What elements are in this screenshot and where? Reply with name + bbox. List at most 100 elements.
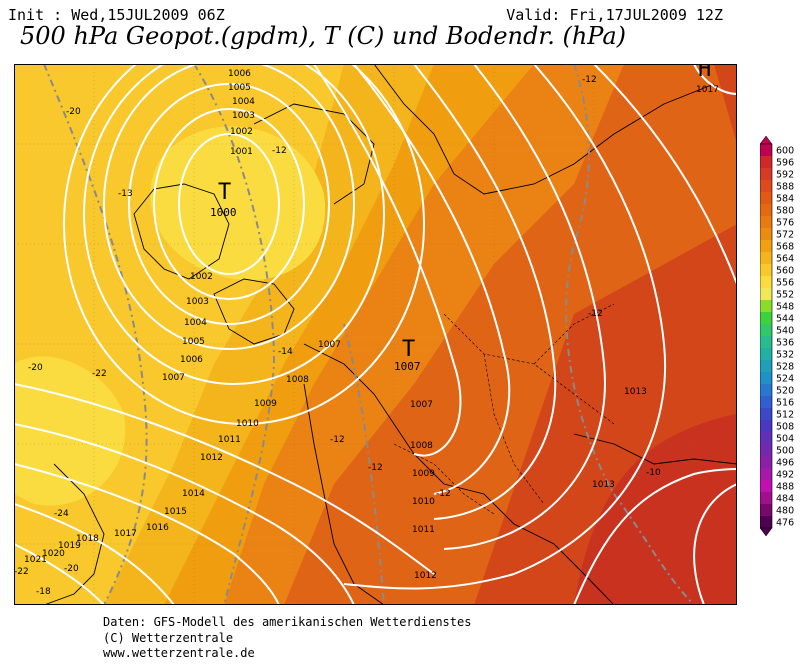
colorbar-swatch <box>760 216 772 229</box>
isotherms <box>43 64 695 605</box>
colorbar-label: 556 <box>776 278 794 289</box>
temperature-label: -24 <box>54 509 69 519</box>
colorbar: 6005965925885845805765725685645605565525… <box>760 136 794 536</box>
colorbar-swatch <box>760 420 772 433</box>
valid-time: Valid: Fri,17JUL2009 12Z <box>506 6 723 24</box>
colorbar-swatch <box>760 312 772 325</box>
colorbar-label: 504 <box>776 434 794 445</box>
colorbar-swatch <box>760 504 772 517</box>
isobar-label: 1006 <box>180 355 203 365</box>
temperature-label: -14 <box>278 347 293 357</box>
colorbar-label: 536 <box>776 338 794 349</box>
colorbar-arrow-bottom <box>760 527 773 536</box>
isobar-label: 1003 <box>232 111 255 121</box>
colorbar-swatch <box>760 516 772 529</box>
colorbar-label: 548 <box>776 302 794 313</box>
isobar-label: 1001 <box>230 147 253 157</box>
isobar-label: 1007 <box>410 400 433 410</box>
map-title: 500 hPa Geopot.(gpdm), T (C) und Bodendr… <box>20 22 627 50</box>
colorbar-swatch <box>760 240 772 253</box>
colorbar-label: 480 <box>776 506 794 517</box>
colorbar-label: 580 <box>776 206 794 217</box>
low-pressure-value: 1000 <box>210 206 237 219</box>
colorbar-label: 588 <box>776 182 794 193</box>
isobar-label: 1011 <box>412 525 435 535</box>
colorbar-swatch <box>760 324 772 337</box>
temperature-label: -12 <box>436 489 451 499</box>
colorbar-label: 592 <box>776 170 794 181</box>
isobar-label: 1010 <box>236 419 259 429</box>
colorbar-swatch <box>760 288 772 301</box>
isobar-label: 1016 <box>146 523 169 533</box>
colorbar-label: 568 <box>776 242 794 253</box>
colorbar-label: 488 <box>776 482 794 493</box>
isobars <box>14 64 737 605</box>
isobar-label: 1019 <box>58 541 81 551</box>
colorbar-label: 484 <box>776 494 794 505</box>
isobar-label: 1002 <box>230 127 253 137</box>
temperature-label: -12 <box>588 309 603 319</box>
colorbar-swatch <box>760 384 772 397</box>
isobar-label: 1018 <box>76 534 99 544</box>
colorbar-label: 564 <box>776 254 794 265</box>
colorbar-swatch <box>760 408 772 421</box>
colorbar-swatch <box>760 192 772 205</box>
isobar-label: 1014 <box>182 489 205 499</box>
colorbar-label: 524 <box>776 374 794 385</box>
isobar-label: 1002 <box>190 272 213 282</box>
isobar-label: 1006 <box>228 69 251 79</box>
colorbar-label: 544 <box>776 314 794 325</box>
band-560-west <box>14 356 126 506</box>
isobar-label: 1012 <box>414 571 437 581</box>
colorbar-swatch <box>760 360 772 373</box>
isobar-label: 1013 <box>624 387 647 397</box>
low-pressure-value: 1007 <box>394 360 421 373</box>
colorbar-swatch <box>760 204 772 217</box>
isobar-label: 1010 <box>412 497 435 507</box>
temperature-label: -12 <box>330 435 345 445</box>
colorbar-swatch <box>760 180 772 193</box>
isobar-label: 1011 <box>218 435 241 445</box>
temperature-label: -20 <box>64 564 79 574</box>
isobar-label: 1012 <box>200 453 223 463</box>
colorbar-label: 520 <box>776 386 794 397</box>
colorbar-swatch <box>760 252 772 265</box>
temperature-label: -10 <box>646 468 661 478</box>
temperature-label: -22 <box>92 369 107 379</box>
colorbar-label: 532 <box>776 350 794 361</box>
colorbar-swatch <box>760 336 772 349</box>
isobar-label: 1017 <box>114 529 137 539</box>
temperature-label: -20 <box>66 107 81 117</box>
isobar-label: 1008 <box>286 375 309 385</box>
colorbar-swatch <box>760 444 772 457</box>
isobar-label: 1009 <box>254 399 277 409</box>
colorbar-swatch <box>760 468 772 481</box>
footer-url[interactable]: www.wetterzentrale.de <box>103 646 255 660</box>
isobar-label: 1003 <box>186 297 209 307</box>
colorbar-swatch <box>760 480 772 493</box>
isobar-label: 1013 <box>592 480 615 490</box>
temperature-label: -13 <box>118 189 133 199</box>
colorbar-swatch <box>760 348 772 361</box>
colorbar-label: 596 <box>776 158 794 169</box>
colorbar-swatch <box>760 396 772 409</box>
isobar-label: 1021 <box>24 555 47 565</box>
isobar-label: 1009 <box>412 469 435 479</box>
footer-source: Daten: GFS-Modell des amerikanischen Wet… <box>103 615 472 629</box>
isobar-label: 1020 <box>42 549 65 559</box>
colorbar-swatch <box>760 228 772 241</box>
colorbar-label: 512 <box>776 410 794 421</box>
colorbar-label: 552 <box>776 290 794 301</box>
colorbar-label: 576 <box>776 218 794 229</box>
isobar-label: 1004 <box>184 318 207 328</box>
colorbar-label: 508 <box>776 422 794 433</box>
temperature-label: -12 <box>272 146 287 156</box>
isobar-label: 1007 <box>318 340 341 350</box>
temperature-label: -20 <box>28 363 43 373</box>
colorbar-swatch <box>760 168 772 181</box>
colorbar-label: 500 <box>776 446 794 457</box>
colorbar-label: 572 <box>776 230 794 241</box>
band-588 <box>574 414 737 605</box>
high-pressure-marker: H <box>698 64 711 82</box>
colorbar-label: 560 <box>776 266 794 277</box>
